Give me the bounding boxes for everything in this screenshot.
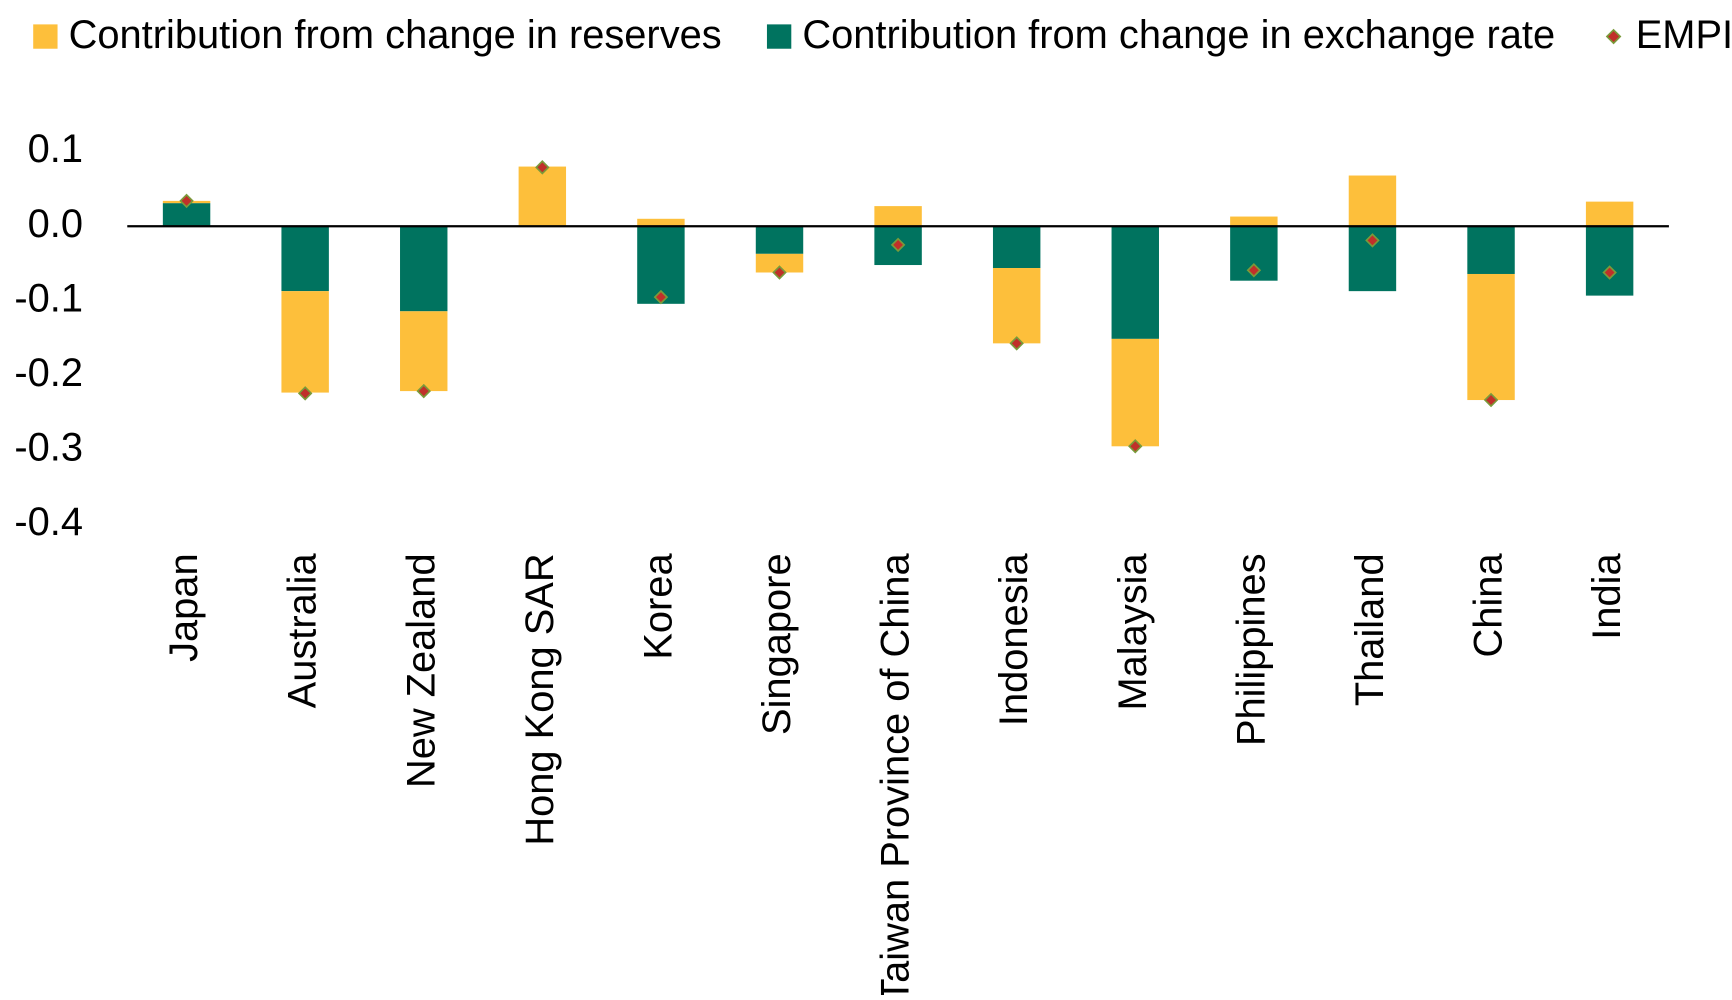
bar <box>992 268 1041 344</box>
legend-swatch <box>33 24 58 49</box>
x-tick-label: Australia <box>281 553 325 709</box>
bar <box>400 311 448 392</box>
y-tick-label: -0.4 <box>14 500 83 544</box>
legend-label: EMPI <box>1636 13 1732 57</box>
bar <box>1467 273 1515 401</box>
empi-marker <box>1365 233 1380 248</box>
bar <box>518 166 567 227</box>
legend-label: Contribution from change in reserves <box>69 13 722 57</box>
x-tick-label: Malaysia <box>1111 553 1155 711</box>
bar <box>874 206 922 227</box>
empi-marker <box>535 160 550 175</box>
legend-swatch <box>766 24 792 49</box>
empi-marker <box>1246 262 1262 278</box>
bar <box>400 226 448 312</box>
bar <box>637 218 685 227</box>
y-tick-label: -0.2 <box>14 351 83 395</box>
x-tick-label: Philippines <box>1229 553 1273 746</box>
y-tick-label: 0.0 <box>28 202 83 246</box>
x-tick-label: Japan <box>162 553 206 662</box>
bar <box>162 203 211 227</box>
bar <box>1467 226 1515 274</box>
x-tick-label: New Zealand <box>399 553 443 788</box>
x-tick-label: Indonesia <box>992 553 1036 727</box>
bar <box>992 226 1041 269</box>
bar <box>281 291 329 393</box>
x-tick-label: Thailand <box>1348 553 1392 706</box>
bar <box>1111 226 1159 339</box>
empi-marker <box>179 193 194 209</box>
x-tick-label: Hong Kong SAR <box>518 553 562 845</box>
y-tick-label: -0.1 <box>14 276 83 320</box>
empi-marker <box>772 265 787 280</box>
y-tick-label: -0.3 <box>14 426 83 470</box>
empi-marker <box>653 289 669 305</box>
x-tick-label: India <box>1585 553 1629 640</box>
y-tick-label: 0.1 <box>28 127 83 171</box>
empi-marker <box>416 383 432 399</box>
x-tick-label: Korea <box>636 553 680 660</box>
legend-marker <box>1605 28 1622 45</box>
x-tick-label: Singapore <box>755 553 799 735</box>
bar <box>1230 216 1278 227</box>
bar <box>281 226 329 292</box>
empi-marker <box>297 386 313 401</box>
empi-marker <box>1602 265 1617 280</box>
x-tick-label: Taiwan Province of China <box>874 553 918 995</box>
empi-marker <box>1128 439 1143 454</box>
empi-marker <box>890 237 906 253</box>
empi-marker <box>1483 392 1499 408</box>
x-tick-label: China <box>1467 553 1511 658</box>
bar <box>755 253 804 273</box>
bar <box>755 226 804 254</box>
bar <box>1348 175 1397 227</box>
bar <box>1111 338 1159 447</box>
bar <box>1585 201 1634 227</box>
empi-marker <box>1009 336 1024 351</box>
bar <box>1585 226 1634 296</box>
legend-label: Contribution from change in exchange rat… <box>802 13 1555 57</box>
